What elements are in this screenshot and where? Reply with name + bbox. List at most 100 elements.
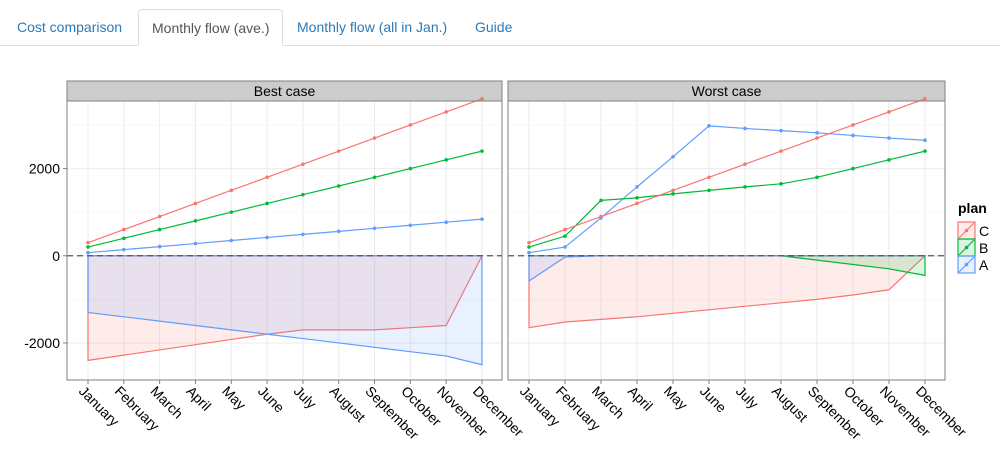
data-point-C	[193, 201, 198, 206]
data-point-B	[635, 195, 639, 200]
data-point-C	[480, 97, 484, 101]
series-line-C	[528, 98, 926, 244]
data-point-B	[707, 188, 711, 193]
data-point-B	[671, 192, 675, 196]
data-point-C	[122, 227, 126, 232]
data-point-C	[815, 136, 819, 140]
data-point-C	[527, 240, 531, 245]
panel-title-0: Best case	[254, 83, 316, 99]
data-point-A	[229, 238, 234, 243]
x-tick-label: April	[183, 383, 214, 414]
series-line-B	[528, 150, 926, 248]
data-point-C	[301, 162, 305, 167]
series-line-C	[87, 98, 483, 244]
data-point-A	[193, 241, 198, 246]
data-point-B	[599, 198, 603, 203]
data-point-B	[779, 182, 783, 186]
data-point-A	[265, 235, 269, 240]
data-point-B	[408, 166, 413, 171]
data-point-C	[671, 188, 675, 193]
data-point-A	[707, 124, 711, 128]
panel-border-0	[66, 100, 503, 381]
data-point-B	[444, 158, 448, 162]
series-line-A	[87, 218, 483, 254]
data-point-C	[887, 110, 891, 114]
legend-key-point-B	[964, 245, 969, 250]
data-point-A	[887, 136, 891, 140]
panel-background-0	[67, 101, 502, 380]
data-point-B	[265, 201, 269, 206]
legend-key-point-A	[964, 262, 969, 267]
x-tick-label: August	[327, 383, 369, 425]
y-tick-label: 0	[52, 248, 60, 264]
series-line-B	[87, 150, 483, 248]
data-point-A	[851, 133, 855, 138]
panel-title-1: Worst case	[692, 83, 762, 99]
data-point-B	[563, 234, 567, 238]
data-point-A	[408, 223, 413, 228]
tab-monthly-flow-all-in-jan[interactable]: Monthly flow (all in Jan.)	[297, 19, 448, 35]
data-point-C	[265, 175, 269, 180]
data-point-A	[923, 138, 927, 143]
data-point-C	[779, 149, 783, 153]
data-point-C	[229, 188, 234, 193]
legend-title: plan	[958, 200, 987, 216]
data-point-B	[336, 184, 341, 188]
series-line-A	[528, 125, 926, 254]
data-point-A	[444, 220, 448, 224]
data-point-C	[851, 123, 855, 127]
x-tick-label: July	[291, 383, 320, 412]
data-point-A	[635, 185, 639, 189]
tab-cost-comparison[interactable]: Cost comparison	[17, 19, 123, 35]
panel-background-1	[508, 101, 945, 380]
data-point-A	[86, 250, 90, 255]
data-point-A	[301, 232, 305, 237]
data-point-B	[815, 175, 819, 180]
tab-guide[interactable]: Guide	[475, 19, 513, 35]
data-point-B	[229, 210, 234, 214]
data-point-C	[372, 136, 377, 140]
data-point-C	[563, 227, 567, 232]
data-point-A	[122, 247, 126, 252]
data-point-A	[157, 244, 162, 249]
data-point-A	[779, 128, 783, 133]
x-tick-label: May	[219, 383, 249, 413]
data-point-A	[527, 250, 531, 255]
x-tick-label: June	[255, 383, 288, 416]
data-point-A	[671, 155, 675, 159]
data-point-B	[157, 227, 162, 232]
legend-label-A: A	[979, 257, 989, 273]
x-tick-label: June	[697, 383, 730, 416]
data-point-B	[851, 166, 855, 171]
data-point-C	[707, 175, 711, 180]
data-point-C	[923, 97, 927, 101]
data-point-C	[599, 214, 603, 219]
legend-label-B: B	[979, 240, 988, 256]
data-point-C	[408, 123, 413, 127]
data-point-B	[527, 245, 531, 249]
x-tick-label: July	[733, 383, 762, 412]
x-tick-label: April	[625, 383, 656, 414]
legend-label-C: C	[979, 223, 989, 239]
data-point-C	[444, 110, 448, 114]
data-point-C	[336, 149, 341, 153]
tab-monthly-flow-ave[interactable]: Monthly flow (ave.)	[138, 9, 284, 46]
data-point-B	[372, 175, 377, 180]
data-point-A	[815, 131, 819, 135]
data-point-C	[86, 240, 90, 245]
data-point-B	[743, 185, 747, 189]
data-point-B	[86, 245, 90, 249]
data-point-C	[635, 201, 639, 206]
tab-bar: Cost comparison Monthly flow (ave.) Mont…	[0, 0, 1000, 46]
data-point-A	[336, 229, 341, 234]
data-point-B	[923, 149, 927, 153]
data-point-A	[480, 217, 484, 221]
data-point-B	[301, 192, 305, 197]
data-point-B	[887, 158, 891, 162]
y-tick-label: 2000	[29, 161, 60, 177]
data-point-B	[480, 149, 484, 153]
data-point-A	[563, 245, 567, 249]
data-point-A	[372, 226, 377, 231]
legend-key-point-C	[964, 228, 969, 233]
